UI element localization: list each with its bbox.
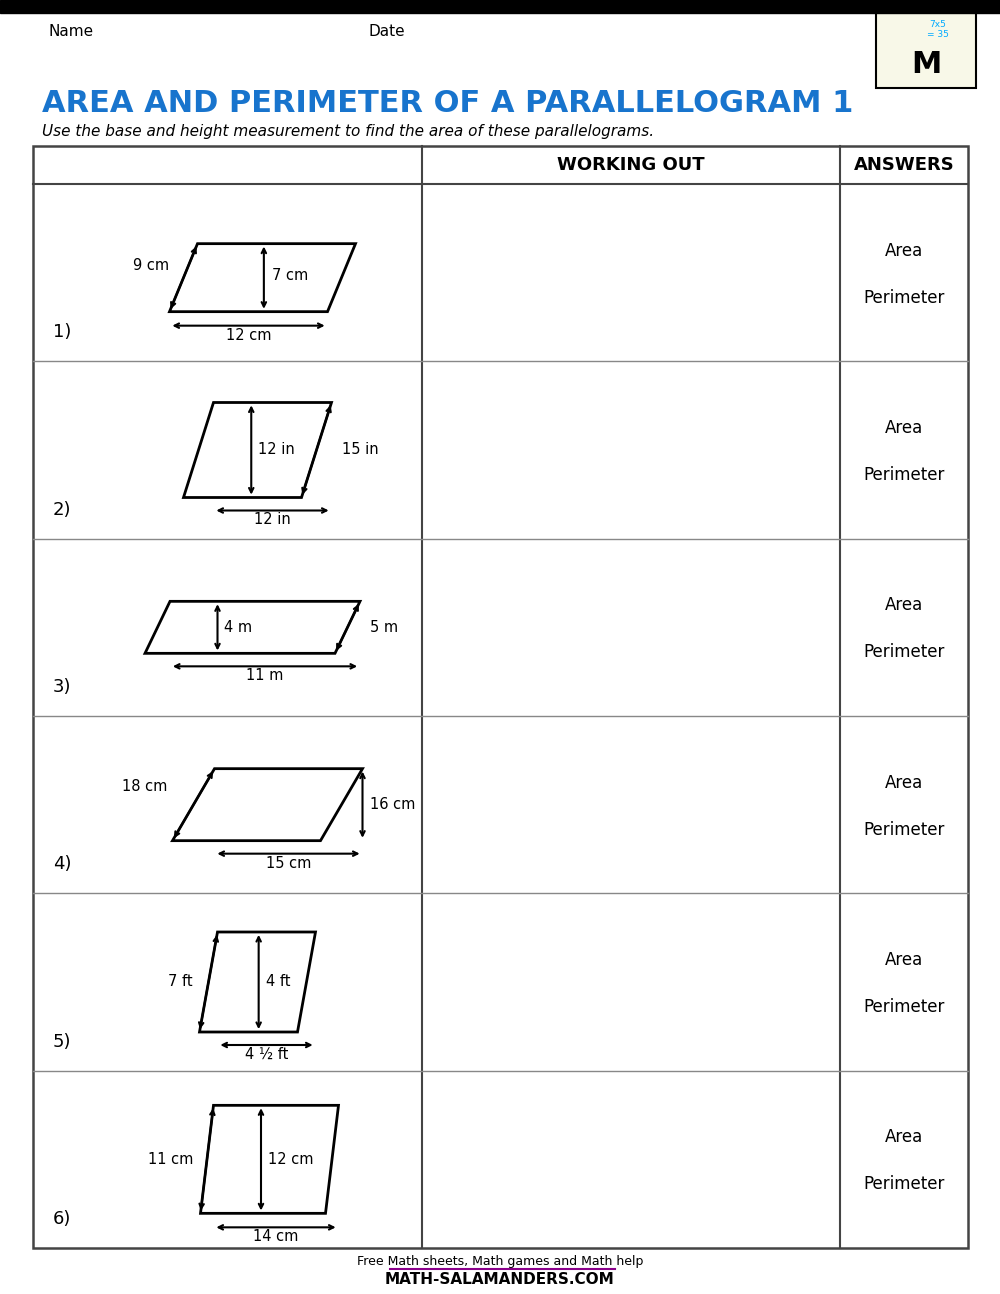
Bar (876, 10, 976, 88)
Text: 1): 1) (53, 324, 71, 342)
Text: Area: Area (885, 419, 923, 437)
Text: 7x5: 7x5 (930, 19, 946, 28)
Text: 16 cm: 16 cm (370, 797, 415, 813)
Text: = 35: = 35 (927, 31, 949, 39)
Text: Perimeter: Perimeter (863, 1175, 945, 1193)
Text: 3): 3) (53, 678, 72, 696)
Text: MATH-SALAMANDERS.COM: MATH-SALAMANDERS.COM (385, 1272, 615, 1288)
Text: 4): 4) (53, 855, 72, 873)
Text: Date: Date (368, 25, 405, 39)
Text: 7 ft: 7 ft (168, 974, 192, 990)
Text: Area: Area (885, 774, 923, 792)
Text: Area: Area (885, 1128, 923, 1146)
Text: WORKING OUT: WORKING OUT (557, 157, 705, 173)
Bar (33, 146, 968, 1247)
Text: 12 in: 12 in (258, 443, 295, 458)
Text: Perimeter: Perimeter (863, 466, 945, 484)
Text: 15 in: 15 in (342, 443, 378, 458)
Text: 18 cm: 18 cm (122, 779, 168, 795)
Text: Area: Area (885, 597, 923, 615)
Text: 2): 2) (53, 501, 72, 519)
Text: 11 m: 11 m (246, 668, 284, 683)
Text: 5 m: 5 m (370, 620, 398, 635)
Text: 12 cm: 12 cm (226, 327, 271, 343)
Text: 5): 5) (53, 1033, 72, 1051)
Text: Name: Name (48, 25, 93, 39)
Text: 11 cm: 11 cm (148, 1152, 194, 1167)
Text: ANSWERS: ANSWERS (854, 157, 954, 173)
Text: 6): 6) (53, 1210, 71, 1228)
Text: 14 cm: 14 cm (253, 1229, 299, 1245)
Text: M: M (911, 50, 941, 79)
Text: 7 cm: 7 cm (272, 268, 308, 283)
Text: 4 ft: 4 ft (266, 974, 290, 990)
Text: Perimeter: Perimeter (863, 998, 945, 1016)
Text: 4 ½ ft: 4 ½ ft (245, 1047, 288, 1062)
Text: AREA AND PERIMETER OF A PARALLELOGRAM 1: AREA AND PERIMETER OF A PARALLELOGRAM 1 (42, 89, 853, 118)
Text: 12 in: 12 in (254, 512, 291, 528)
Text: 9 cm: 9 cm (133, 259, 170, 273)
Text: 12 cm: 12 cm (268, 1152, 314, 1167)
Text: Perimeter: Perimeter (863, 643, 945, 661)
Bar (0, 0, 1000, 13)
Text: Area: Area (885, 242, 923, 260)
Text: Area: Area (885, 951, 923, 969)
Text: 4 m: 4 m (224, 620, 253, 635)
Text: Perimeter: Perimeter (863, 289, 945, 307)
Text: Use the base and height measurement to find the area of these parallelograms.: Use the base and height measurement to f… (42, 124, 654, 138)
Text: 15 cm: 15 cm (266, 855, 311, 871)
Text: Free Math sheets, Math games and Math help: Free Math sheets, Math games and Math he… (357, 1255, 643, 1268)
Text: Perimeter: Perimeter (863, 820, 945, 839)
